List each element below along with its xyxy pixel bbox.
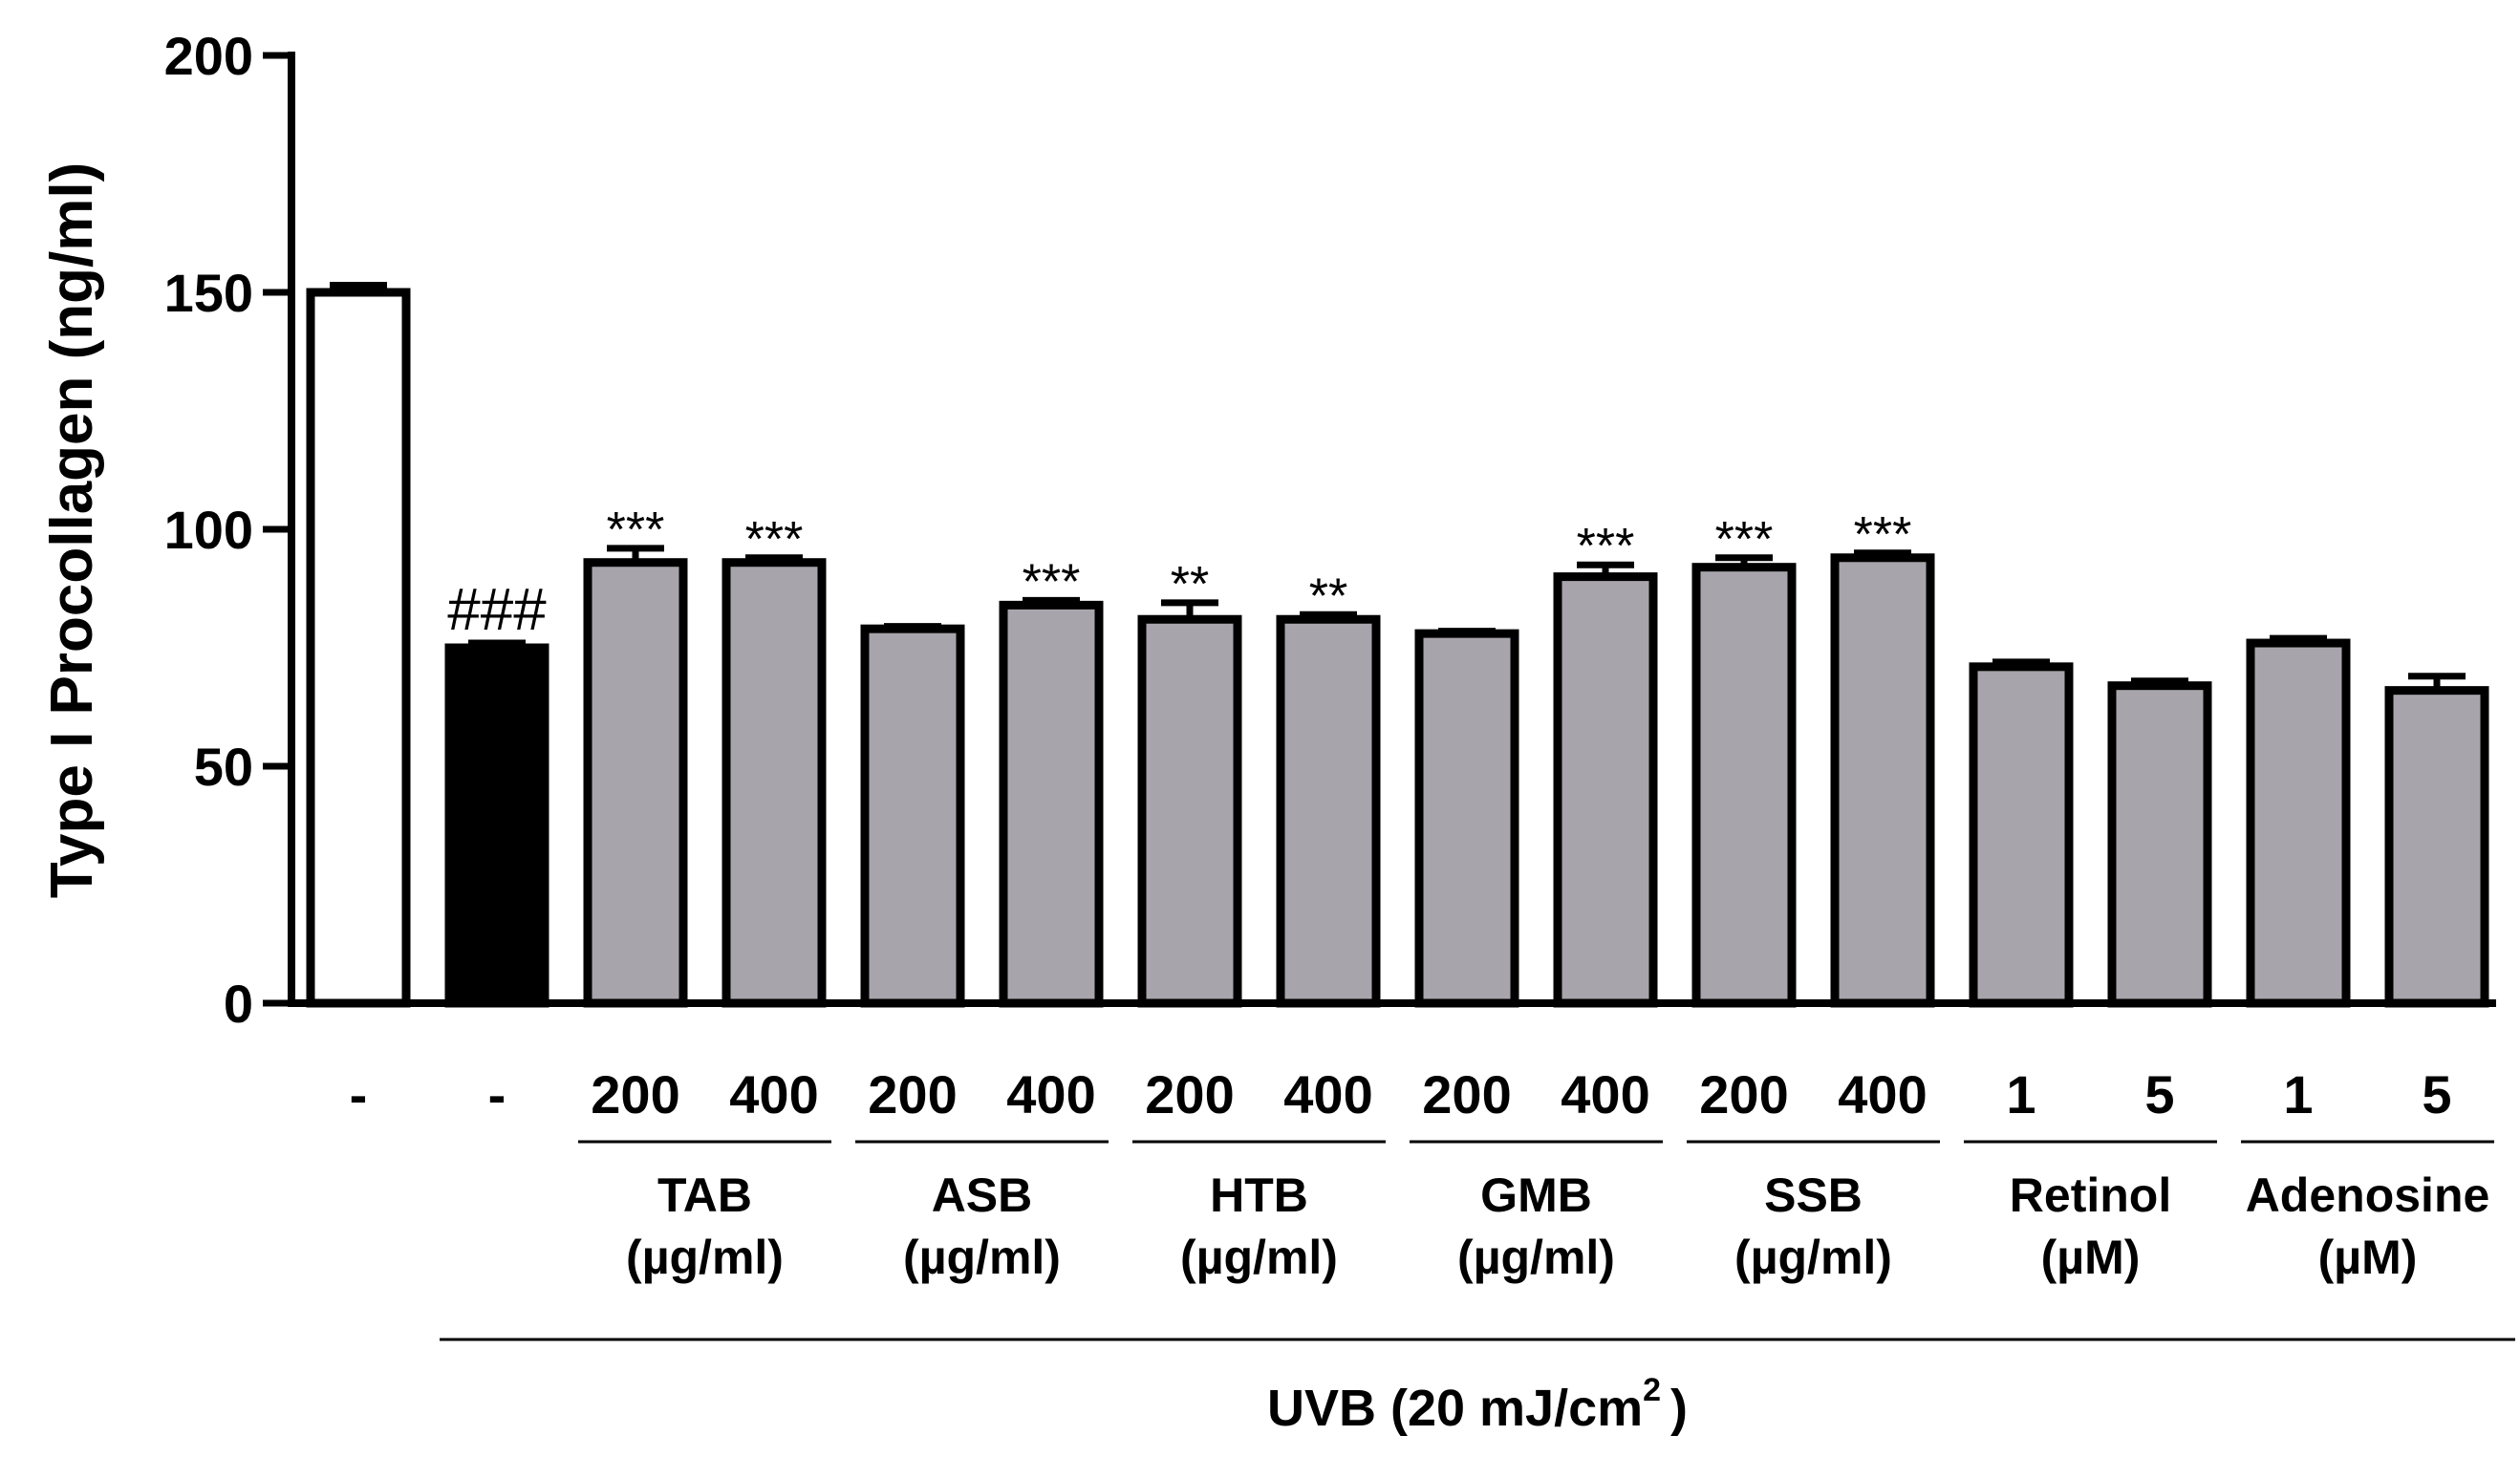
group-label: GMB (1480, 1168, 1592, 1222)
bar (1137, 614, 1242, 1008)
group-unit-label: (µg/ml) (1180, 1231, 1338, 1284)
x-tick-label: 200 (1145, 1064, 1234, 1125)
y-tick-label: 50 (194, 737, 253, 797)
bar (2107, 681, 2212, 1008)
group-label: TAB (657, 1168, 752, 1222)
bar (1969, 662, 2074, 1008)
treatment-text-close: ) (1670, 1380, 1688, 1437)
group-label: Adenosine (2246, 1168, 2490, 1222)
x-tick-label: 5 (2144, 1064, 2174, 1125)
group-label: HTB (1210, 1168, 1308, 1222)
y-axis: 0 50 100 150 200 (164, 26, 295, 1034)
significance-label: *** (607, 503, 665, 558)
group-unit-label: (µg/ml) (1734, 1231, 1892, 1284)
x-tick-label: - (488, 1064, 506, 1125)
group-unit-label: (µM) (2318, 1231, 2418, 1284)
significance-label: ### (447, 577, 547, 643)
group-unit-label: (µg/ml) (626, 1231, 784, 1284)
treatment-text: UVB (20 mJ/cm2) (1267, 1372, 1688, 1437)
group-label: SSB (1764, 1168, 1863, 1222)
significance-label: *** (1023, 554, 1081, 610)
group-unit-label: (µg/ml) (1457, 1231, 1615, 1284)
y-tick-label: 0 (224, 974, 253, 1034)
group-label: ASB (932, 1168, 1033, 1222)
bar (1276, 614, 1381, 1008)
x-axis: - - 200 400 200 400 200 400 200 400 200 400 1 5 1 5 (288, 999, 2496, 1125)
group-unit-label: (µg/ml) (903, 1231, 1061, 1284)
significance-label: *** (1715, 512, 1774, 568)
group-unit-label: (µM) (2041, 1231, 2141, 1284)
treatment-superscript: 2 (1643, 1372, 1661, 1408)
bar (1830, 553, 1935, 1008)
x-tick-label: 400 (1838, 1064, 1927, 1125)
x-tick-label: 1 (2006, 1064, 2035, 1125)
group-label: Retinol (2010, 1168, 2171, 1222)
bars: ###*** ****** ** ***** *** *** (306, 282, 2489, 1008)
treatment-label: UVB (20 mJ/cm2) (440, 1338, 2515, 1437)
x-tick-label: 200 (591, 1064, 679, 1125)
significance-label: *** (1854, 507, 1912, 563)
bar (999, 600, 1104, 1008)
significance-label: ** (1309, 568, 1347, 624)
x-tick-label: 400 (1006, 1064, 1095, 1125)
y-tick-label: 150 (164, 263, 253, 323)
bar (1691, 563, 1797, 1008)
x-tick-label: 1 (2283, 1064, 2313, 1125)
x-tick-label: 200 (1699, 1064, 1788, 1125)
bar (1553, 572, 1658, 1008)
x-tick-label: 200 (1422, 1064, 1511, 1125)
y-tick-label: 100 (164, 500, 253, 560)
x-tick-label: 400 (729, 1064, 818, 1125)
bar (2246, 638, 2351, 1008)
bar (722, 558, 827, 1008)
bar (306, 288, 411, 1008)
bar (583, 558, 688, 1008)
y-tick-label: 200 (164, 26, 253, 86)
y-axis-label: Type I Procollagen (ng/ml) (39, 162, 105, 899)
x-tick-label: 5 (2422, 1064, 2451, 1125)
bar (2384, 686, 2489, 1008)
group-labels: TAB (µg/ml) ASB (µg/ml) HTB (µg/ml) GMB (µg/ml)… (578, 1140, 2494, 1284)
treatment-text-main: UVB (20 mJ/cm (1267, 1380, 1643, 1437)
significance-label: *** (745, 512, 804, 568)
bar (444, 643, 549, 1008)
x-tick-label: 400 (1561, 1064, 1649, 1125)
bar (1414, 629, 1519, 1008)
bar (860, 624, 965, 1008)
x-tick-label: 400 (1283, 1064, 1372, 1125)
x-tick-label: 200 (868, 1064, 957, 1125)
significance-label: *** (1577, 519, 1635, 574)
x-tick-label: - (350, 1064, 368, 1125)
significance-label: ** (1171, 557, 1209, 612)
